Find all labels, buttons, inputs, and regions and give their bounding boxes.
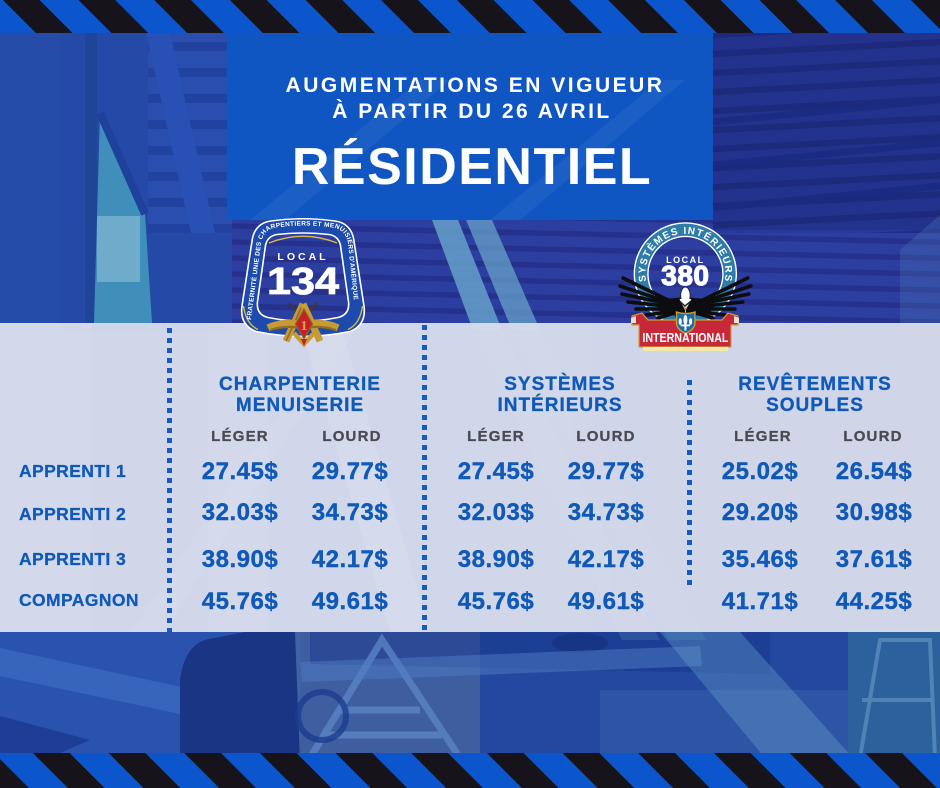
svg-text:LOCAL: LOCAL (277, 251, 328, 263)
svg-text:1: 1 (301, 319, 308, 334)
svg-text:134: 134 (267, 261, 339, 303)
svg-text:INTERNATIONAL: INTERNATIONAL (642, 331, 728, 345)
svg-text:LOCAL: LOCAL (666, 255, 705, 265)
svg-text:380: 380 (661, 260, 709, 291)
